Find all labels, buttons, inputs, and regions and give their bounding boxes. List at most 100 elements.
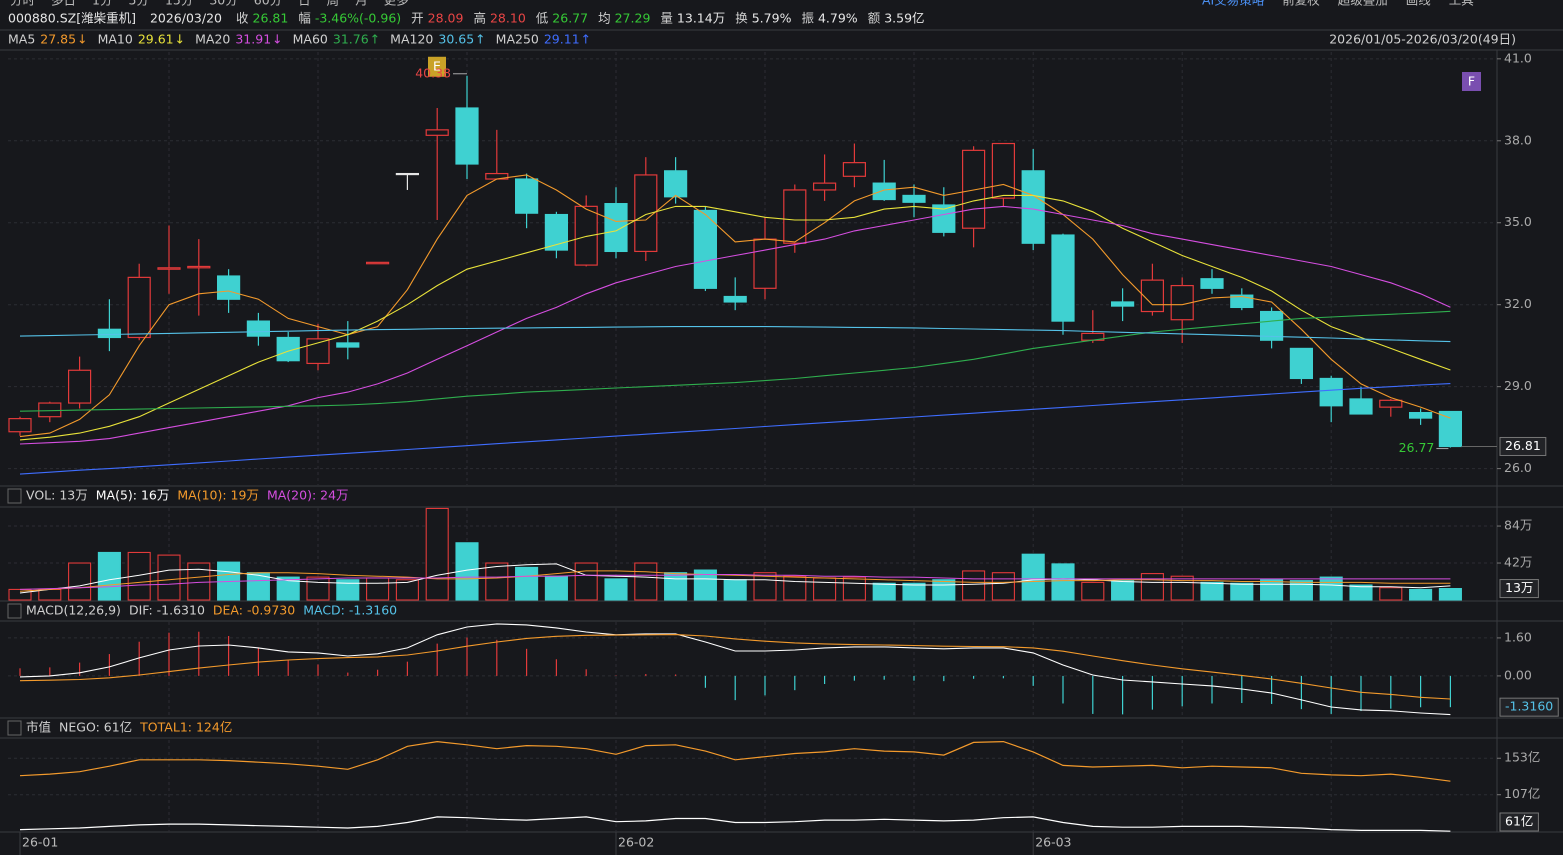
y-tick-label: 84万: [1504, 518, 1532, 533]
legend-trend: ↑: [370, 32, 380, 47]
candle-body: [663, 170, 688, 198]
period-tab[interactable]: 30分: [209, 0, 237, 8]
legend-item: MA(5): 16万: [96, 488, 170, 503]
volume-bar: [97, 551, 121, 601]
badge-box: [1462, 72, 1481, 91]
macd-line: [19, 634, 1451, 700]
volume-bar: [127, 551, 151, 601]
volume-bar: [306, 576, 330, 601]
ma-line: [19, 205, 1451, 445]
legend-trend: ↑: [581, 32, 591, 47]
ma-line: [19, 310, 1451, 412]
last-macd-box: [1499, 697, 1559, 717]
quote-label: 幅: [298, 11, 311, 26]
volume-bar: [276, 576, 300, 601]
quote-value: 26.77: [552, 11, 588, 26]
volume-bar: [336, 579, 360, 601]
period-tab[interactable]: 周: [327, 0, 340, 8]
date-range[interactable]: 2026/01/05-2026/03/20(49日): [1329, 32, 1516, 47]
candle-body: [306, 338, 330, 365]
tool-button[interactable]: 超级叠加: [1338, 0, 1388, 8]
volume-bar: [1021, 553, 1045, 601]
current-price-box: [1499, 436, 1547, 456]
volume-bar: [1260, 579, 1284, 601]
candle-body: [991, 142, 1016, 199]
volume-bar: [8, 588, 32, 601]
quote-label: 开: [411, 11, 424, 26]
legend-trend: ↑: [475, 32, 485, 47]
legend-item: TOTAL1: 124亿: [139, 720, 232, 735]
last-volume: 13万: [1505, 580, 1533, 595]
quote-value: 27.29: [615, 11, 651, 26]
period-tab[interactable]: 5分: [128, 0, 148, 8]
legend-item: MA(20): 24万: [267, 488, 349, 503]
ma-line: [19, 194, 1451, 441]
tool-button[interactable]: 前复权: [1282, 0, 1320, 8]
tool-button[interactable]: AI交易策略: [1202, 0, 1265, 8]
volume-ma-line: [19, 563, 1451, 594]
candle-body: [217, 275, 241, 300]
period-tab[interactable]: 分时: [10, 0, 36, 8]
tool-button[interactable]: 画线: [1406, 0, 1432, 8]
legend-item: MA(10): 19万: [177, 488, 259, 503]
volume-bar: [1081, 581, 1105, 601]
legend-item: DEA: -0.9730: [213, 603, 295, 618]
volume-bar: [574, 562, 598, 601]
candle-body: [1349, 398, 1373, 415]
legend-name: MA60: [293, 32, 328, 47]
tool-button[interactable]: 工具: [1449, 0, 1475, 8]
badge: F: [1468, 74, 1475, 89]
last-value: 61亿: [1505, 814, 1533, 829]
candle-body: [812, 182, 837, 191]
y-tick-label: 29.0: [1504, 378, 1532, 393]
help-icon[interactable]: [7, 488, 22, 504]
volume-bar: [604, 578, 628, 601]
candle-body: [336, 342, 360, 348]
volume-bar: [902, 582, 926, 601]
candle-body: [157, 267, 181, 270]
quote-label: 低: [536, 11, 549, 26]
y-tick-label: 41.0: [1504, 50, 1532, 65]
help-icon[interactable]: [7, 720, 22, 736]
volume-bar: [962, 570, 986, 601]
candle-body: [8, 418, 32, 433]
candle-body: [783, 189, 807, 244]
quote-label: 换: [735, 11, 748, 26]
candle-body: [127, 276, 151, 339]
period-tab[interactable]: 更多: [384, 0, 409, 8]
volume-bar: [544, 575, 568, 601]
legend-name: MA10: [98, 32, 133, 47]
quote-value: 26.81: [253, 11, 289, 26]
candle-body: [514, 178, 539, 214]
candle-body: [187, 265, 211, 269]
candle-body: [574, 205, 598, 266]
volume-ma-line: [19, 570, 1451, 592]
period-tab[interactable]: 月: [355, 0, 368, 8]
y-tick-label: 32.0: [1504, 296, 1532, 311]
candle-body: [604, 203, 628, 253]
candle-body: [1051, 234, 1075, 322]
volume-bar: [1289, 580, 1313, 601]
period-tab[interactable]: 60分: [254, 0, 282, 8]
ma-line: [19, 174, 1451, 438]
y-tick-label: 153亿: [1504, 750, 1540, 765]
legend-name: MA20: [195, 32, 230, 47]
legend-value: 27.85: [40, 32, 76, 47]
candle-body: [842, 162, 867, 177]
candle-body: [276, 336, 300, 362]
candle-body: [634, 174, 658, 253]
period-tab[interactable]: 15分: [165, 0, 193, 8]
quote-value: 4.79%: [818, 11, 858, 26]
period-tab[interactable]: 1分: [92, 0, 112, 8]
volume-bar: [723, 579, 747, 601]
period-tab[interactable]: 日: [298, 0, 311, 8]
volume-bar: [38, 588, 62, 601]
legend-item: DIF: -1.6310: [129, 603, 205, 618]
legend-value: 30.65: [438, 32, 474, 47]
help-icon[interactable]: [7, 603, 22, 619]
volume-bar: [1319, 576, 1343, 601]
candle-body: [753, 238, 777, 289]
period-tab[interactable]: 多日: [51, 0, 76, 8]
value-line: [19, 740, 1451, 782]
volume-bar: [1200, 581, 1224, 601]
